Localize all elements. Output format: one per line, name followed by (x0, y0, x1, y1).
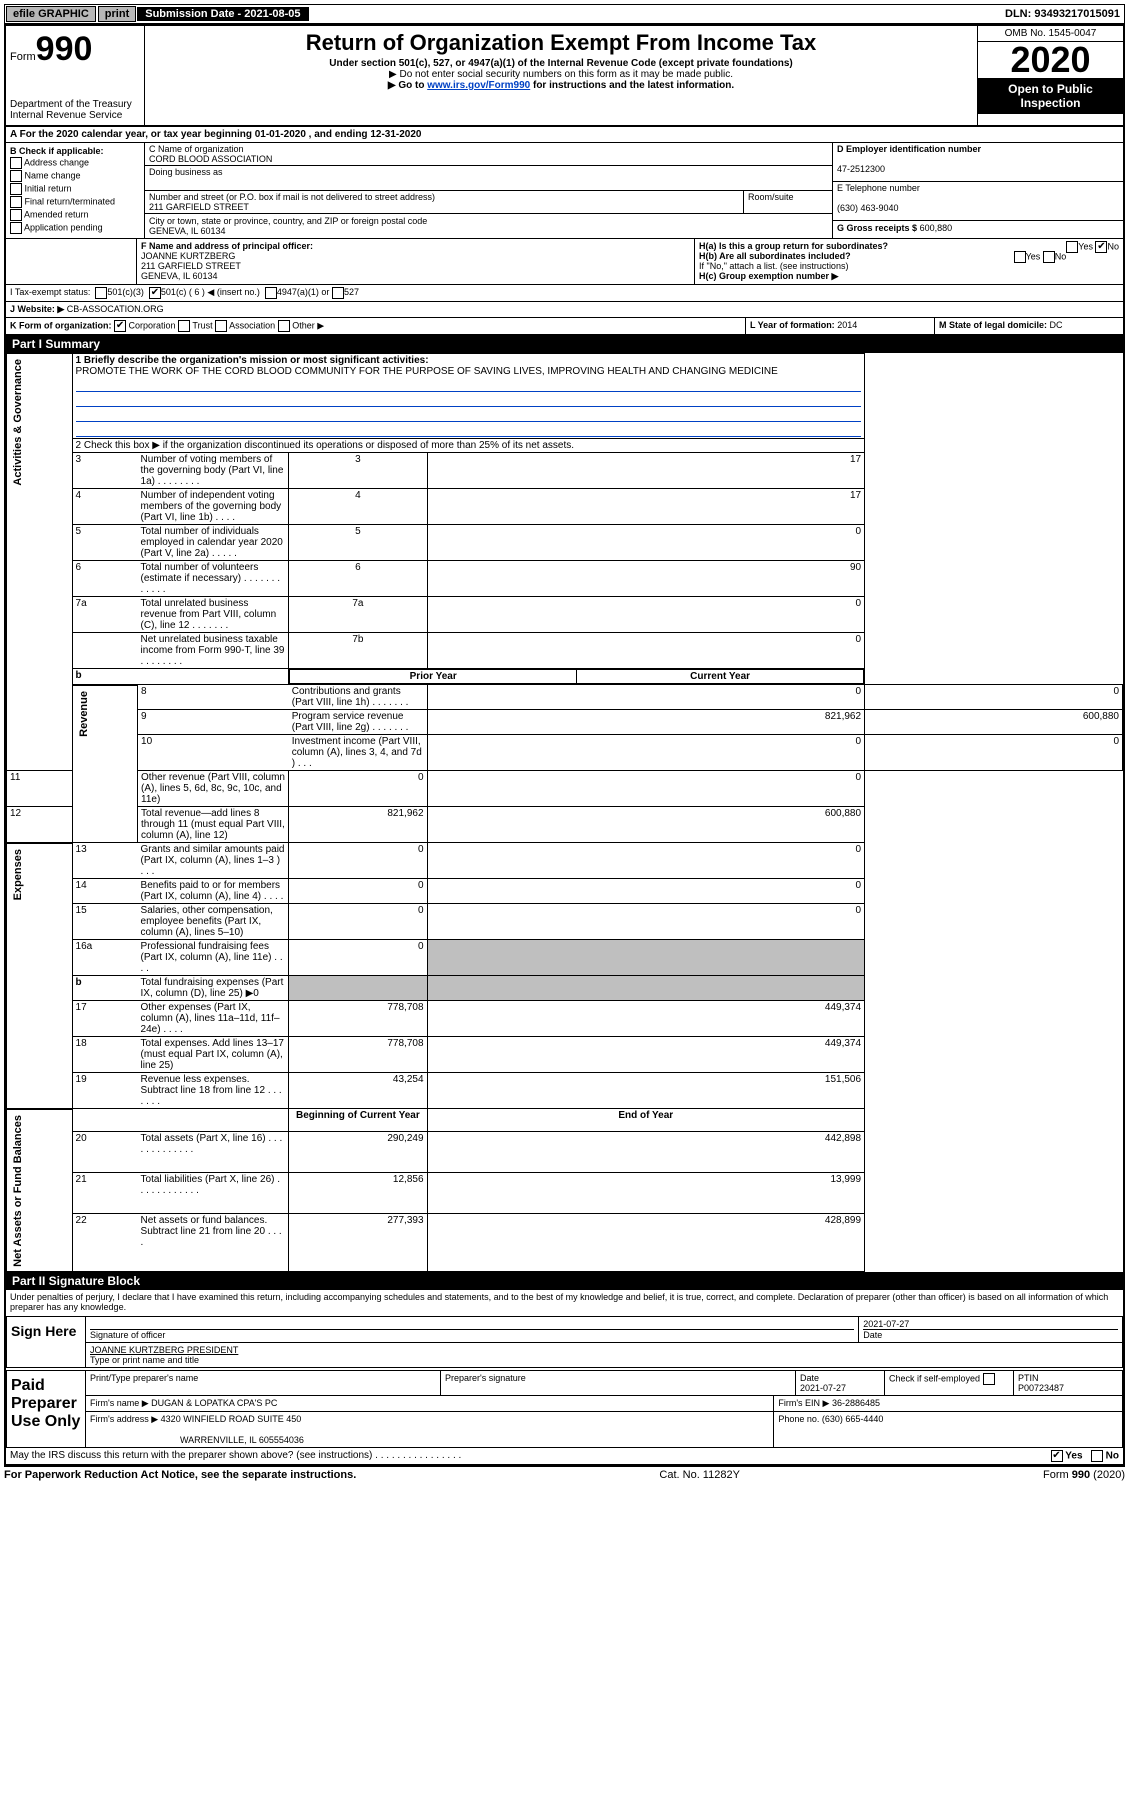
label-exp: Expenses (10, 845, 26, 904)
chk-address[interactable] (10, 157, 22, 169)
submission-date: Submission Date - 2021-08-05 (137, 7, 308, 21)
exp-row: 16aProfessional fundraising fees (Part I… (7, 940, 1123, 976)
chk-final[interactable] (10, 196, 22, 208)
declaration: Under penalties of perjury, I declare th… (6, 1290, 1123, 1314)
rev-row: 9Program service revenue (Part VIII, lin… (7, 710, 1123, 735)
box-c-dba: Doing business as (145, 166, 832, 191)
ag-row: 7aTotal unrelated business revenue from … (7, 597, 1123, 633)
hb-no[interactable] (1043, 251, 1055, 263)
ag-row: 3Number of voting members of the governi… (7, 453, 1123, 489)
discuss-no[interactable] (1091, 1450, 1103, 1462)
chk-name[interactable] (10, 170, 22, 182)
ha-yes[interactable] (1066, 241, 1078, 253)
exp-row: 18Total expenses. Add lines 13–17 (must … (7, 1037, 1123, 1073)
exp-row: 14Benefits paid to or for members (Part … (7, 879, 1123, 904)
sign-here: Sign Here Signature of officer 2021-07-2… (6, 1316, 1123, 1368)
box-i: I Tax-exempt status: 501(c)(3) 501(c) ( … (6, 285, 1123, 302)
ag-row: Net unrelated business taxable income fr… (7, 633, 1123, 669)
exp-row: 15Salaries, other compensation, employee… (7, 904, 1123, 940)
chk-amended[interactable] (10, 209, 22, 221)
chk-initial[interactable] (10, 183, 22, 195)
box-c-street: Number and street (or P.O. box if mail i… (145, 191, 744, 214)
chk-other[interactable] (278, 320, 290, 332)
form-header: Form990 Department of the Treasury Inter… (6, 26, 1123, 127)
section-bcdeg: B Check if applicable: Address change Na… (6, 143, 1123, 239)
subtitle-3: ▶ Go to www.irs.gov/Form990 for instruct… (149, 80, 973, 91)
line-a: A For the 2020 calendar year, or tax yea… (6, 127, 1123, 143)
box-g: G Gross receipts $ 600,880 (833, 221, 1123, 235)
ag-row: 5Total number of individuals employed in… (7, 525, 1123, 561)
dln-label: DLN: 93493217015091 (1001, 8, 1124, 20)
print-button[interactable]: print (98, 6, 136, 22)
na-row: 20Total assets (Part X, line 16) . . . .… (7, 1131, 1123, 1172)
rev-row: 11Other revenue (Part VIII, column (A), … (7, 771, 1123, 807)
exp-row: bTotal fundraising expenses (Part IX, co… (7, 976, 1123, 1001)
tax-year: 2020 (978, 42, 1123, 78)
line-2: 2 Check this box ▶ if the organization d… (72, 439, 865, 453)
open-inspection: Open to Public Inspection (978, 78, 1123, 114)
top-toolbar: efile GRAPHIC print Submission Date - 20… (4, 4, 1125, 24)
box-c-room: Room/suite (744, 191, 832, 214)
efile-button[interactable]: efile GRAPHIC (6, 6, 96, 22)
box-j: J Website: ▶ CB-ASSOCATION.ORG (6, 302, 1123, 318)
section-klm: K Form of organization: Corporation Trus… (6, 318, 1123, 335)
section-fh: F Name and address of principal officer:… (6, 239, 1123, 285)
ag-row: 6Total number of volunteers (estimate if… (7, 561, 1123, 597)
discuss-row: May the IRS discuss this return with the… (6, 1448, 1123, 1465)
part1-header: Part I Summary (6, 335, 1123, 353)
exp-row: 19Revenue less expenses. Subtract line 1… (7, 1073, 1123, 1109)
subtitle-2: ▶ Do not enter social security numbers o… (149, 69, 973, 80)
box-c-city: City or town, state or province, country… (145, 214, 832, 238)
box-b: B Check if applicable: Address change Na… (6, 143, 145, 238)
box-d: D Employer identification number47-25123… (833, 143, 1123, 182)
na-row: 21Total liabilities (Part X, line 26) . … (7, 1172, 1123, 1213)
page-footer: For Paperwork Reduction Act Notice, see … (4, 1467, 1125, 1483)
chk-501c3[interactable] (95, 287, 107, 299)
label-na: Net Assets or Fund Balances (10, 1111, 26, 1271)
rev-row: 12Total revenue—add lines 8 through 11 (… (7, 807, 1123, 843)
box-h: H(a) Is this a group return for subordin… (695, 239, 1123, 284)
ag-row: 4Number of independent voting members of… (7, 489, 1123, 525)
chk-4947[interactable] (265, 287, 277, 299)
discuss-yes[interactable] (1051, 1450, 1063, 1462)
hb-yes[interactable] (1014, 251, 1026, 263)
form-title: Return of Organization Exempt From Incom… (149, 30, 973, 56)
dept-label: Department of the Treasury Internal Reve… (10, 99, 140, 121)
label-rev: Revenue (76, 687, 92, 741)
ha-no[interactable] (1095, 241, 1107, 253)
part1-table: Activities & Governance 1 Briefly descri… (6, 353, 1123, 1272)
form990-link[interactable]: www.irs.gov/Form990 (427, 80, 530, 91)
label-ag: Activities & Governance (10, 355, 26, 490)
chk-527[interactable] (332, 287, 344, 299)
box-e: E Telephone number(630) 463-9040 (833, 182, 1123, 221)
paid-preparer: Paid Preparer Use Only Print/Type prepar… (6, 1370, 1123, 1448)
subtitle-1: Under section 501(c), 527, or 4947(a)(1)… (149, 58, 973, 69)
na-row: 22Net assets or fund balances. Subtract … (7, 1213, 1123, 1272)
chk-assoc[interactable] (215, 320, 227, 332)
exp-row: 17Other expenses (Part IX, column (A), l… (7, 1001, 1123, 1037)
chk-corp[interactable] (114, 320, 126, 332)
box-c-name: C Name of organization CORD BLOOD ASSOCI… (145, 143, 832, 166)
rev-row: 10Investment income (Part VIII, column (… (7, 735, 1123, 771)
chk-trust[interactable] (178, 320, 190, 332)
form-number: Form990 (10, 30, 140, 69)
chk-selfemp[interactable] (983, 1373, 995, 1385)
chk-pending[interactable] (10, 222, 22, 234)
box-f: F Name and address of principal officer:… (137, 239, 695, 284)
chk-501c[interactable] (149, 287, 161, 299)
part2-header: Part II Signature Block (6, 1272, 1123, 1290)
